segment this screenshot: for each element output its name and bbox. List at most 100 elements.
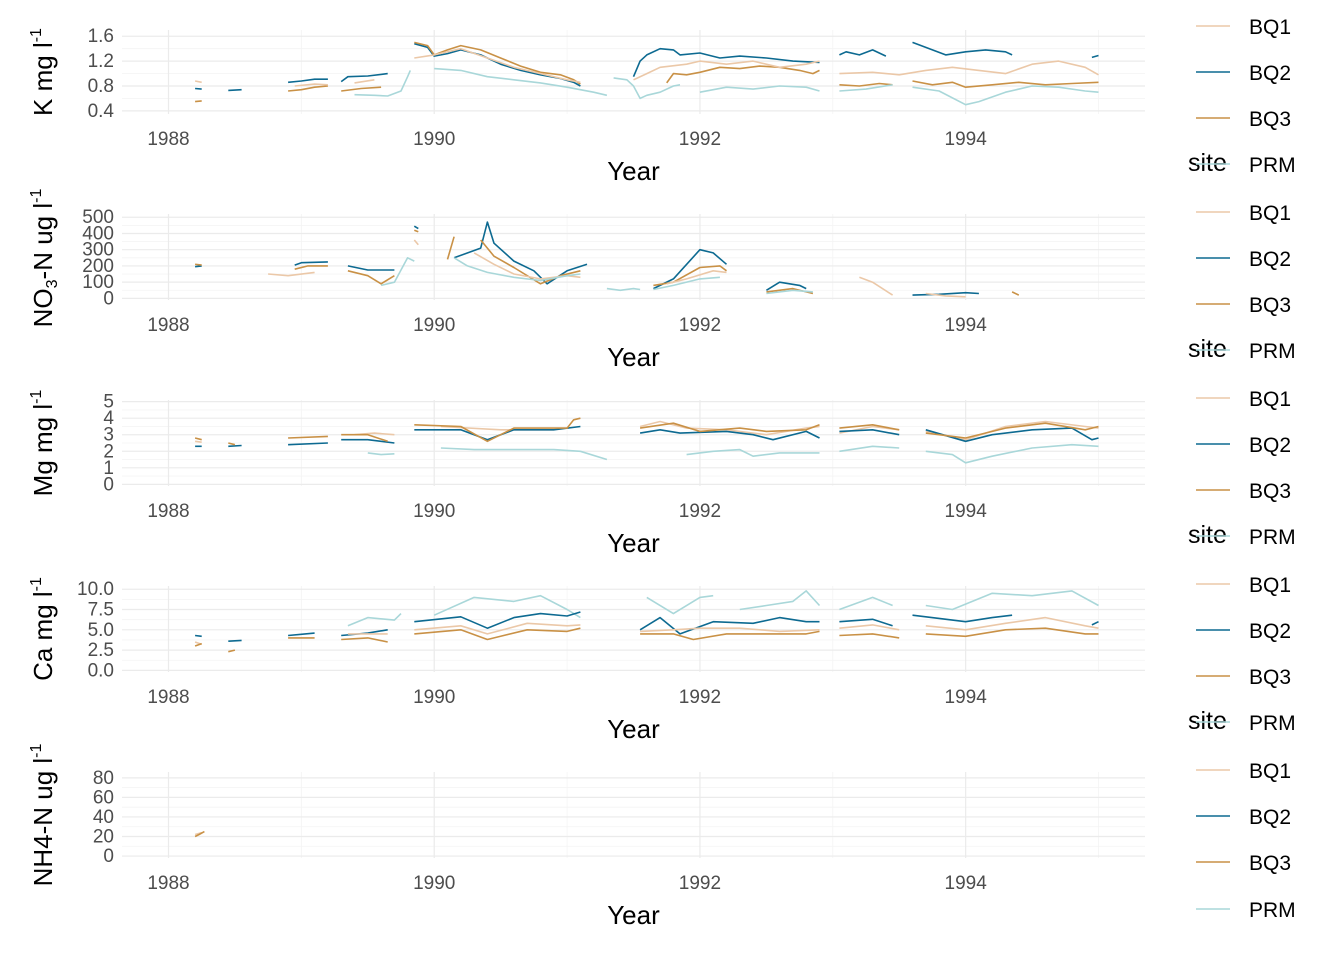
y-tick-label: 5.0 xyxy=(88,620,114,641)
series-prm-line xyxy=(440,447,608,461)
series-prm-line xyxy=(699,85,820,93)
series-prm-line xyxy=(686,448,820,457)
series-bq1-line xyxy=(414,47,581,84)
x-tick-label: 1994 xyxy=(945,501,988,522)
series-bq3-line xyxy=(195,263,202,266)
y-tick-label: 1 xyxy=(103,458,114,479)
series-bq3-line xyxy=(839,424,900,431)
series-bq1-line xyxy=(414,622,581,635)
legend-label-bq1: BQ1 xyxy=(1249,202,1291,225)
legend-label-prm: PRM xyxy=(1249,899,1296,922)
series-bq3-line xyxy=(341,86,382,92)
y-tick-label: 1.2 xyxy=(88,51,114,72)
series-bq2-line xyxy=(340,72,388,83)
x-axis-title: Year xyxy=(607,528,660,558)
x-tick-label: 1992 xyxy=(679,501,721,522)
legend-title: site xyxy=(1188,521,1227,549)
x-tick-label: 1992 xyxy=(679,129,721,150)
y-axis-title: NH4-N ug l-1 xyxy=(28,743,58,886)
series-bq3-line xyxy=(414,229,419,233)
x-tick-label: 1988 xyxy=(147,873,189,894)
series-bq1-line xyxy=(925,616,1099,631)
series-bq2-line xyxy=(288,442,328,446)
y-tick-label: 10.0 xyxy=(77,579,114,600)
legend-label-bq2: BQ2 xyxy=(1249,62,1291,85)
y-tick-label: 4 xyxy=(103,408,114,429)
series-prm-line xyxy=(766,289,813,295)
series-bq3-line xyxy=(446,236,455,260)
legend-label-bq2: BQ2 xyxy=(1249,806,1291,829)
series-bq2-line xyxy=(195,265,202,268)
legend-3: site PRM BQ1 BQ2 BQ3 xyxy=(1188,335,1296,503)
series-bq1-line xyxy=(859,276,894,296)
series-bq3-line xyxy=(194,830,205,838)
legend-label-bq2: BQ2 xyxy=(1249,620,1291,643)
series-bq3-line xyxy=(414,417,581,443)
legend-label-bq3: BQ3 xyxy=(1249,108,1291,131)
series-bq3-line xyxy=(414,41,581,85)
series-bq1-line xyxy=(194,440,202,443)
y-tick-label: 0 xyxy=(103,288,114,309)
series-bq1-line xyxy=(839,60,1099,76)
legend-4: site PRM BQ1 BQ2 BQ3 xyxy=(1188,521,1296,689)
series-bq2-line xyxy=(925,427,1099,443)
y-tick-label: 40 xyxy=(93,807,114,828)
legend-label-bq2: BQ2 xyxy=(1249,248,1291,271)
panel-4: 0.02.55.07.510.0 1988 1990 1992 1994 Year Ca m… xyxy=(28,577,1145,744)
y-tick-label: 0.8 xyxy=(88,76,114,97)
series-bq1-line xyxy=(633,60,820,81)
series-prm-line xyxy=(925,443,1099,464)
series-bq2-line xyxy=(1091,54,1099,59)
y-tick-label: 0.0 xyxy=(88,660,114,681)
series-prm-line xyxy=(839,596,893,611)
series-bq3-line xyxy=(925,627,1099,638)
series-bq1-line xyxy=(925,420,1099,441)
y-tick-label: 2.5 xyxy=(88,640,114,661)
y-tick-label: 0 xyxy=(103,846,114,867)
legend-label-bq2: BQ2 xyxy=(1249,434,1291,457)
series-bq3-line xyxy=(341,637,388,643)
series-bq3-line xyxy=(288,85,328,92)
legend-label-prm: PRM xyxy=(1249,712,1296,735)
y-tick-label: 300 xyxy=(82,240,114,261)
y-axis-title: Mg mg l-1 xyxy=(28,390,58,497)
y-tick-label: 2 xyxy=(103,441,114,462)
series-prm-line xyxy=(347,613,402,627)
series-bq1-line xyxy=(925,292,966,298)
series-bq2-line xyxy=(912,41,1013,56)
legend-label-prm: PRM xyxy=(1249,526,1296,549)
x-axis-title: Year xyxy=(607,714,660,744)
series-bq2-line xyxy=(653,248,728,290)
series-bq2-line xyxy=(839,618,893,627)
series-bq2-line xyxy=(228,639,242,642)
legend-2: site PRM BQ1 BQ2 BQ3 xyxy=(1188,149,1296,317)
legend-label-bq1: BQ1 xyxy=(1249,574,1291,597)
series-prm-line xyxy=(433,594,581,619)
series-bq2-line xyxy=(912,291,979,296)
series-bq1-line xyxy=(294,83,328,87)
legend-label-bq3: BQ3 xyxy=(1249,480,1291,503)
y-tick-label: 7.5 xyxy=(88,600,114,621)
y-tick-label: 5 xyxy=(103,392,114,413)
series-bq3-line xyxy=(639,422,820,433)
y-tick-label: 60 xyxy=(93,787,114,808)
series-bq2-line xyxy=(912,614,1013,623)
y-axis-title: Ca mg l-1 xyxy=(28,577,58,681)
series-bq1-line xyxy=(413,239,419,246)
series-bq3-line xyxy=(414,627,581,641)
series-prm-line xyxy=(453,257,581,282)
series-bq3-line xyxy=(194,437,202,441)
series-prm-line xyxy=(925,590,1099,611)
x-tick-label: 1994 xyxy=(945,129,988,150)
series-bq2-line xyxy=(1091,620,1099,626)
series-prm-line xyxy=(354,70,412,97)
y-tick-label: 80 xyxy=(93,768,114,789)
legend-label-bq3: BQ3 xyxy=(1249,852,1291,875)
series-bq2-line xyxy=(195,87,202,90)
x-tick-label: 1994 xyxy=(945,315,988,336)
x-tick-label: 1988 xyxy=(147,129,189,150)
series-bq3-line xyxy=(666,65,820,84)
y-tick-label: 200 xyxy=(82,256,114,277)
x-tick-label: 1994 xyxy=(945,687,988,708)
series-bq3-line xyxy=(640,630,820,641)
